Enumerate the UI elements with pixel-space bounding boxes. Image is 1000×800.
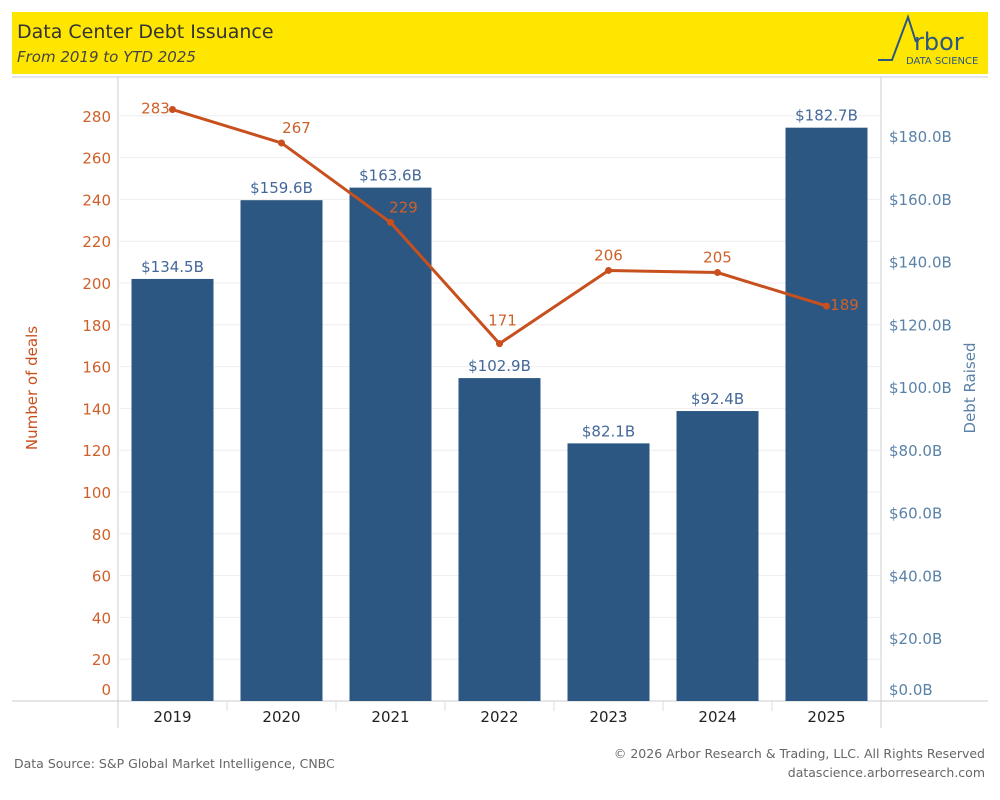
left-tick-label: 0: [101, 681, 111, 699]
right-tick-label: $40.0B: [889, 567, 942, 585]
left-tick-label: 240: [82, 191, 111, 209]
x-tick-label: 2022: [480, 708, 518, 726]
right-axis-title: Debt Raised: [961, 343, 979, 434]
bar-2021: [349, 187, 432, 702]
left-tick-label: 180: [82, 317, 111, 335]
deals-label: 171: [488, 312, 517, 330]
deals-label: 205: [703, 249, 732, 267]
left-tick-label: 260: [82, 150, 111, 168]
right-tick-label: $100.0B: [889, 379, 952, 397]
bar-label: $134.5B: [141, 258, 204, 276]
bar-2019: [131, 278, 214, 701]
x-tick-label: 2019: [153, 708, 191, 726]
left-tick-label: 40: [92, 609, 111, 627]
left-tick-label: 120: [82, 442, 111, 460]
x-tick-label: 2020: [262, 708, 300, 726]
bar-label: $182.7B: [795, 107, 858, 125]
left-tick-label: 200: [82, 275, 111, 293]
chart-title: Data Center Debt Issuance: [17, 21, 274, 43]
bar-2020: [240, 200, 323, 701]
deals-point: [278, 139, 285, 147]
right-tick-label: $20.0B: [889, 630, 942, 648]
left-tick-label: 160: [82, 359, 111, 377]
deals-point: [169, 106, 176, 114]
deals-label: 229: [389, 198, 418, 216]
bar-2025: [785, 127, 868, 702]
arbor-logo: rbor DATA SCIENCE: [878, 13, 978, 67]
left-tick-label: 20: [92, 651, 111, 669]
left-tick-label: 220: [82, 233, 111, 251]
deals-label: 206: [594, 246, 623, 264]
deals-point: [387, 218, 394, 226]
chart-subtitle: From 2019 to YTD 2025: [17, 48, 196, 66]
left-tick-label: 100: [82, 484, 111, 502]
left-tick-label: 60: [92, 568, 111, 586]
bar-2022: [458, 378, 541, 701]
bar-2024: [676, 411, 759, 701]
x-tick-label: 2025: [807, 708, 845, 726]
bar-2023: [567, 443, 650, 701]
copyright: © 2026 Arbor Research & Trading, LLC. Al…: [613, 746, 985, 761]
deals-label: 283: [141, 100, 170, 118]
bar-label: $82.1B: [582, 422, 635, 440]
bar-label: $163.6B: [359, 167, 422, 185]
deals-point: [496, 340, 503, 348]
left-axis-title: Number of deals: [23, 326, 41, 450]
left-tick-label: 80: [92, 526, 111, 544]
deals-point: [714, 269, 721, 277]
left-tick-label: 280: [82, 108, 111, 126]
bar-label: $92.4B: [691, 390, 744, 408]
left-tick-label: 140: [82, 400, 111, 418]
right-tick-label: $120.0B: [889, 316, 952, 334]
right-tick-label: $140.0B: [889, 254, 952, 272]
right-tick-label: $0.0B: [889, 681, 933, 699]
deals-point: [823, 302, 830, 310]
x-tick-label: 2021: [371, 708, 409, 726]
x-tick-label: 2024: [698, 708, 736, 726]
deals-label: 267: [282, 119, 311, 137]
website-url: datascience.arborresearch.com: [787, 765, 985, 780]
bar-label: $159.6B: [250, 179, 313, 197]
right-tick-label: $180.0B: [889, 128, 952, 146]
right-tick-label: $60.0B: [889, 505, 942, 523]
data-source: Data Source: S&P Global Market Intellige…: [14, 756, 335, 771]
svg-text:rbor: rbor: [914, 28, 964, 56]
svg-text:DATA SCIENCE: DATA SCIENCE: [906, 56, 978, 67]
right-tick-label: $160.0B: [889, 191, 952, 209]
right-tick-label: $80.0B: [889, 442, 942, 460]
deals-point: [605, 266, 612, 274]
x-tick-label: 2023: [589, 708, 627, 726]
deals-label: 189: [830, 296, 859, 314]
header-banner: Data Center Debt Issuance From 2019 to Y…: [12, 12, 988, 74]
bar-label: $102.9B: [468, 357, 531, 375]
